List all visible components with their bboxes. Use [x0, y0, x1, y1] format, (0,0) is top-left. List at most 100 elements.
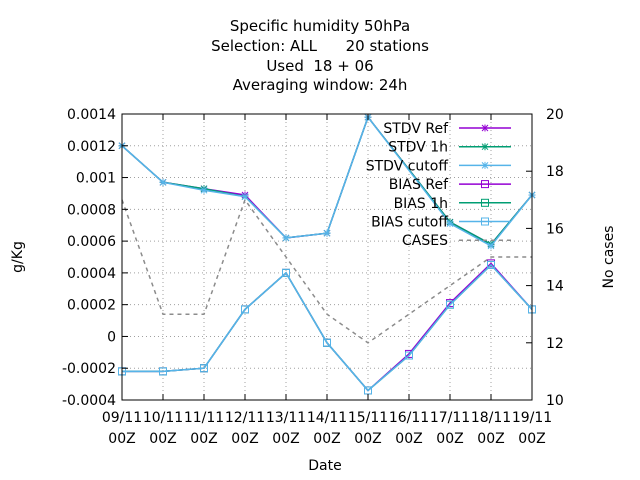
legend: STDV Ref STDV 1h STDV cutoff BIAS Ref BIAS 1…	[366, 121, 511, 249]
legend-item: CASES	[402, 233, 511, 249]
series-stdv-ref	[118, 113, 536, 248]
square-marker	[241, 305, 249, 314]
square-marker	[323, 338, 331, 347]
square-marker	[364, 386, 372, 395]
chart-title-line-4: Averaging window: 24h	[232, 76, 408, 94]
marker-stroke	[200, 186, 208, 194]
series-line	[121, 198, 532, 344]
y-axis-label: g/Kg	[10, 241, 26, 273]
legend-label: STDV Ref	[383, 121, 449, 137]
x-tick-label-line: 09/11	[102, 410, 142, 426]
star-marker	[159, 178, 167, 186]
star-marker	[481, 161, 489, 169]
square-marker	[282, 268, 290, 277]
marker-stroke	[481, 162, 489, 169]
marker-stroke	[241, 193, 249, 200]
legend-item: BIAS Ref	[389, 177, 511, 193]
star-marker	[481, 143, 489, 151]
legend-item: STDV Ref	[383, 121, 511, 137]
star-marker	[241, 193, 249, 201]
y-tick-label: -0.0004	[62, 393, 116, 409]
legend-label: STDV 1h	[388, 140, 448, 156]
x-tick-label: 19/11 00Z	[512, 410, 552, 447]
square-marker	[446, 300, 454, 309]
y-tick-label: 0.0004	[67, 266, 116, 282]
square-marker	[405, 351, 413, 360]
plot-frame	[121, 113, 533, 401]
star-marker	[323, 229, 331, 237]
legend-label: STDV cutoff	[366, 158, 449, 174]
marker-stroke	[282, 234, 290, 242]
x-tick-label: 13/11 00Z	[266, 410, 306, 447]
x-tick-label-line: 00Z	[436, 431, 463, 447]
x-tick-label-line: 00Z	[272, 431, 299, 447]
star-marker	[487, 242, 495, 250]
x-tick-label-line: 00Z	[190, 431, 217, 447]
x-axis-label: Date	[308, 458, 341, 474]
marker-stroke	[481, 143, 489, 151]
y2-tick-label: 10	[546, 393, 564, 409]
grid-layer	[121, 113, 533, 401]
series-stdv-1h	[118, 113, 536, 248]
legend-item: BIAS 1h	[394, 196, 511, 212]
y-tick-label: 0	[107, 329, 116, 345]
x-tick-label-line: 14/11	[307, 410, 347, 426]
x-tick-label-line: 00Z	[108, 431, 135, 447]
x-tick-label-line: 10/11	[143, 410, 183, 426]
x-tick-label-line: 17/11	[430, 410, 470, 426]
y2-tick-label: 20	[546, 107, 564, 123]
x-tick-label-line: 00Z	[395, 431, 422, 447]
x-tick-label-line: 00Z	[313, 431, 340, 447]
x-tick-label: 17/11 00Z	[430, 410, 470, 447]
x-tick-label-line: 15/11	[348, 410, 388, 426]
x-tick-label-line: 16/11	[389, 410, 429, 426]
legend-item: BIAS cutoff	[371, 215, 511, 231]
star-marker	[200, 186, 208, 194]
square-marker	[200, 364, 208, 373]
x-tick-label-line: 00Z	[518, 431, 545, 447]
y-tick-label: 0.0002	[67, 298, 116, 314]
y-tick-label: 0.0014	[67, 107, 116, 123]
y-tick-label: 0.0006	[67, 234, 116, 250]
legend-label: BIAS Ref	[389, 177, 449, 193]
x-tick-label-line: 00Z	[149, 431, 176, 447]
x-tick-label: 11/11 00Z	[184, 410, 224, 447]
marker-stroke	[481, 124, 489, 132]
x-tick-label-line: 19/11	[512, 410, 552, 426]
chart-title-line-1: Specific humidity 50hPa	[229, 17, 411, 35]
y2-axis-label: No cases	[601, 226, 617, 289]
legend-label: CASES	[402, 233, 448, 249]
y2-tick-label: 16	[546, 221, 564, 237]
x-tick-label-line: 13/11	[266, 410, 306, 426]
legend-label: BIAS 1h	[394, 196, 448, 212]
marker-stroke	[446, 220, 454, 227]
legend-item: STDV 1h	[388, 140, 511, 156]
series-cases	[121, 198, 532, 344]
series-line	[121, 115, 533, 247]
x-tick-label: 16/11 00Z	[389, 410, 429, 447]
series-line	[121, 115, 533, 246]
x-tick-label: 18/11 00Z	[471, 410, 511, 447]
y-tick-label: 0.0008	[67, 202, 116, 218]
x-tick-label-line: 00Z	[354, 431, 381, 447]
series-line	[122, 263, 533, 392]
x-tick-label: 14/11 00Z	[307, 410, 347, 447]
marker-stroke	[159, 178, 167, 186]
y-tick-label: -0.0002	[62, 361, 116, 377]
x-tick-label-line: 00Z	[477, 431, 504, 447]
x-tick-label-line: 12/11	[225, 410, 265, 426]
square-marker	[481, 198, 489, 207]
marker-stroke	[323, 229, 331, 237]
y2-tick-label: 12	[546, 336, 564, 352]
x-tick-label: 09/11 00Z	[102, 410, 142, 447]
star-marker	[481, 124, 489, 132]
marker-stroke	[487, 242, 495, 250]
x-tick-label-line: 11/11	[184, 410, 224, 426]
x-tick-label: 10/11 00Z	[143, 410, 183, 447]
square-marker	[481, 217, 489, 226]
tick-layer: -0.0004 -0.0002 0 0.0002 0.0004 0.0006 0.0008 0…	[62, 107, 564, 447]
series-bias-cutoff	[118, 260, 536, 395]
y-tick-label: 0.0012	[67, 139, 116, 155]
legend-item: STDV cutoff	[366, 158, 511, 174]
